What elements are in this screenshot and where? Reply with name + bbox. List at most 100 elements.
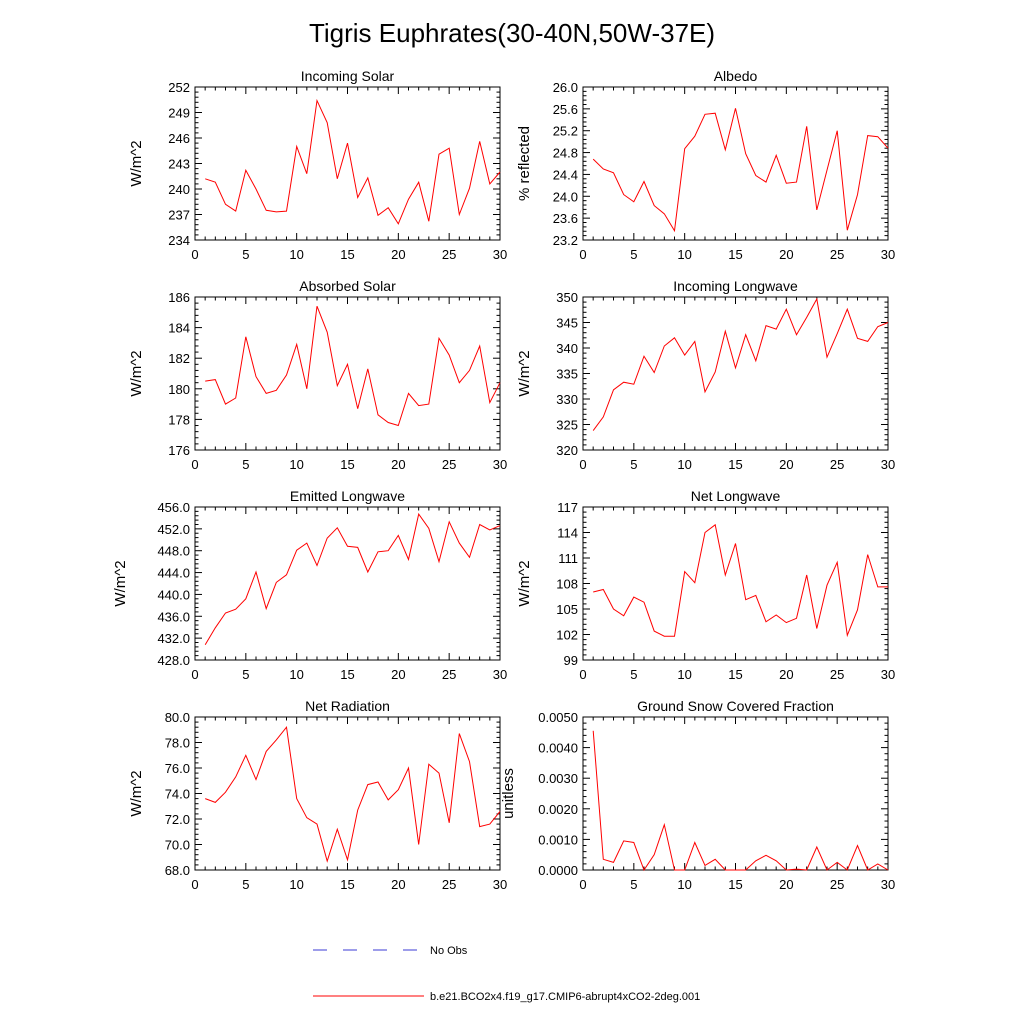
emitted-longwave-ylabel: W/m^2 <box>112 560 129 606</box>
ground-snow-covered-fraction-series-line <box>592 730 889 872</box>
absorbed-solar-xtick-label: 0 <box>191 457 198 472</box>
absorbed-solar-ytick-label: 186 <box>168 290 190 305</box>
absorbed-solar-ytick-label: 178 <box>168 412 190 427</box>
incoming-solar-ytick-label: 240 <box>168 182 190 197</box>
panel-net-radiation: Net Radiation 0 5 10 15 20 25 30 68.0 70.0 72.0 74.… <box>128 698 507 892</box>
net-longwave-ytick-label: 111 <box>558 551 578 566</box>
net-radiation-ytick-label: 76.0 <box>165 761 190 776</box>
absorbed-solar-title: Absorbed Solar <box>299 278 396 294</box>
net-longwave-ytick-label: 99 <box>564 653 578 668</box>
ground-snow-covered-fraction-plot-frame <box>582 716 889 871</box>
net-radiation-series-line <box>205 725 501 863</box>
net-radiation-xtick-label: 20 <box>391 877 405 892</box>
absorbed-solar-plot-frame <box>194 296 501 451</box>
legend-model-label: b.e21.BCO2x4.f19_g17.CMIP6-abrupt4xCO2-2… <box>430 991 700 1003</box>
net-radiation-ylabel: W/m^2 <box>128 770 145 816</box>
incoming-solar-title: Incoming Solar <box>301 68 395 84</box>
net-radiation-plot-frame <box>194 716 501 871</box>
emitted-longwave-ytick-label: 456.0 <box>157 500 190 515</box>
emitted-longwave-series-line <box>204 512 501 645</box>
albedo-title: Albedo <box>714 68 758 84</box>
incoming-solar-xtick-label: 15 <box>340 247 354 262</box>
ground-snow-covered-fraction-xtick-label: 5 <box>630 877 637 892</box>
net-longwave-ylabel: W/m^2 <box>516 560 533 606</box>
emitted-longwave-xtick-label: 25 <box>442 667 456 682</box>
absorbed-solar-ytick-label: 184 <box>168 321 190 336</box>
albedo-ytick-label: 23.6 <box>553 211 578 226</box>
incoming-longwave-ytick-label: 335 <box>556 367 578 382</box>
emitted-longwave-xtick-label: 0 <box>191 667 198 682</box>
incoming-longwave-ytick-label: 320 <box>556 443 578 458</box>
incoming-solar-ytick-label: 243 <box>168 157 190 172</box>
net-longwave-xtick-label: 10 <box>677 667 691 682</box>
emitted-longwave-ytick-label: 444.0 <box>157 566 190 581</box>
albedo-ytick-label: 24.4 <box>553 167 578 182</box>
ground-snow-covered-fraction-xtick-label: 15 <box>728 877 742 892</box>
albedo-ytick-label: 25.2 <box>553 124 578 139</box>
incoming-longwave-ytick-label: 325 <box>556 418 578 433</box>
net-radiation-xtick-label: 15 <box>340 877 354 892</box>
absorbed-solar-xtick-label: 20 <box>391 457 405 472</box>
net-longwave-ytick-label: 114 <box>557 526 578 541</box>
albedo-xtick-label: 5 <box>630 247 637 262</box>
incoming-solar-series-line <box>205 98 501 225</box>
ground-snow-covered-fraction-xtick-label: 10 <box>677 877 691 892</box>
absorbed-solar-xtick-label: 15 <box>340 457 354 472</box>
ground-snow-covered-fraction-xtick-label: 25 <box>830 877 844 892</box>
ground-snow-covered-fraction-ytick-label: 0.0000 <box>538 863 578 878</box>
albedo-ytick-label: 23.2 <box>553 233 578 248</box>
emitted-longwave-title: Emitted Longwave <box>290 488 405 504</box>
albedo-xtick-label: 10 <box>677 247 691 262</box>
net-radiation-xtick-label: 30 <box>493 877 507 892</box>
albedo-ytick-label: 24.8 <box>553 146 578 161</box>
emitted-longwave-ytick-label: 440.0 <box>157 587 190 602</box>
emitted-longwave-ytick-label: 432.0 <box>157 631 190 646</box>
albedo-ylabel: % reflected <box>516 126 533 201</box>
emitted-longwave-ytick-label: 448.0 <box>157 544 190 559</box>
incoming-longwave-ylabel: W/m^2 <box>516 350 533 396</box>
net-radiation-ytick-label: 68.0 <box>165 863 190 878</box>
net-longwave-ytick-label: 105 <box>556 602 578 617</box>
panel-albedo: Albedo 0 5 10 15 20 25 30 23.2 23.6 24.0 24.4 24.8 25… <box>516 68 895 262</box>
incoming-solar-plot-frame <box>194 86 501 241</box>
ground-snow-covered-fraction-xtick-label: 30 <box>881 877 895 892</box>
absorbed-solar-ytick-label: 182 <box>168 351 190 366</box>
incoming-solar-xtick-label: 30 <box>493 247 507 262</box>
net-longwave-xtick-label: 15 <box>728 667 742 682</box>
incoming-longwave-ytick-label: 350 <box>556 290 578 305</box>
net-radiation-xtick-label: 25 <box>442 877 456 892</box>
ground-snow-covered-fraction-ytick-label: 0.0050 <box>538 710 578 725</box>
absorbed-solar-xtick-label: 30 <box>493 457 507 472</box>
panel-absorbed-solar: Absorbed Solar 0 5 10 15 20 25 30 176 178 180 182 18… <box>128 278 507 472</box>
incoming-longwave-xtick-label: 10 <box>677 457 691 472</box>
ground-snow-covered-fraction-ylabel: unitless <box>500 768 517 819</box>
albedo-xtick-label: 20 <box>779 247 793 262</box>
net-radiation-ytick-label: 74.0 <box>165 787 190 802</box>
net-radiation-xtick-label: 10 <box>289 877 303 892</box>
ground-snow-covered-fraction-xtick-label: 0 <box>579 877 586 892</box>
panel-incoming-solar: Incoming Solar 0 5 10 15 20 25 30 234 237 240 243 24… <box>128 68 507 262</box>
panel-emitted-longwave: Emitted Longwave 0 5 10 15 20 25 30 428.0 432.0 43… <box>112 488 507 682</box>
emitted-longwave-xtick-label: 10 <box>289 667 303 682</box>
ground-snow-covered-fraction-ytick-label: 0.0010 <box>538 832 578 847</box>
incoming-longwave-xtick-label: 15 <box>728 457 742 472</box>
absorbed-solar-ylabel: W/m^2 <box>128 350 145 396</box>
incoming-solar-ytick-label: 246 <box>168 131 190 146</box>
net-longwave-xtick-label: 5 <box>630 667 637 682</box>
net-longwave-xtick-label: 30 <box>881 667 895 682</box>
emitted-longwave-plot-frame <box>194 506 501 661</box>
incoming-solar-ytick-label: 234 <box>168 233 190 248</box>
legend-obs-label: No Obs <box>430 945 468 957</box>
net-radiation-ytick-label: 70.0 <box>165 838 190 853</box>
panel-ground-snow-covered-fraction: Ground Snow Covered Fraction 0 5 10 15 20 25 30… <box>500 698 895 892</box>
figure-title: Tigris Euphrates(30-40N,50W-37E) <box>309 18 715 48</box>
emitted-longwave-xtick-label: 30 <box>493 667 507 682</box>
incoming-longwave-ytick-label: 340 <box>556 341 578 356</box>
emitted-longwave-ytick-label: 428.0 <box>157 653 190 668</box>
net-longwave-title: Net Longwave <box>691 488 781 504</box>
absorbed-solar-ytick-label: 180 <box>168 382 190 397</box>
albedo-xtick-label: 15 <box>728 247 742 262</box>
ground-snow-covered-fraction-title: Ground Snow Covered Fraction <box>637 698 834 714</box>
net-longwave-ytick-label: 108 <box>556 577 578 592</box>
absorbed-solar-xtick-label: 5 <box>242 457 249 472</box>
